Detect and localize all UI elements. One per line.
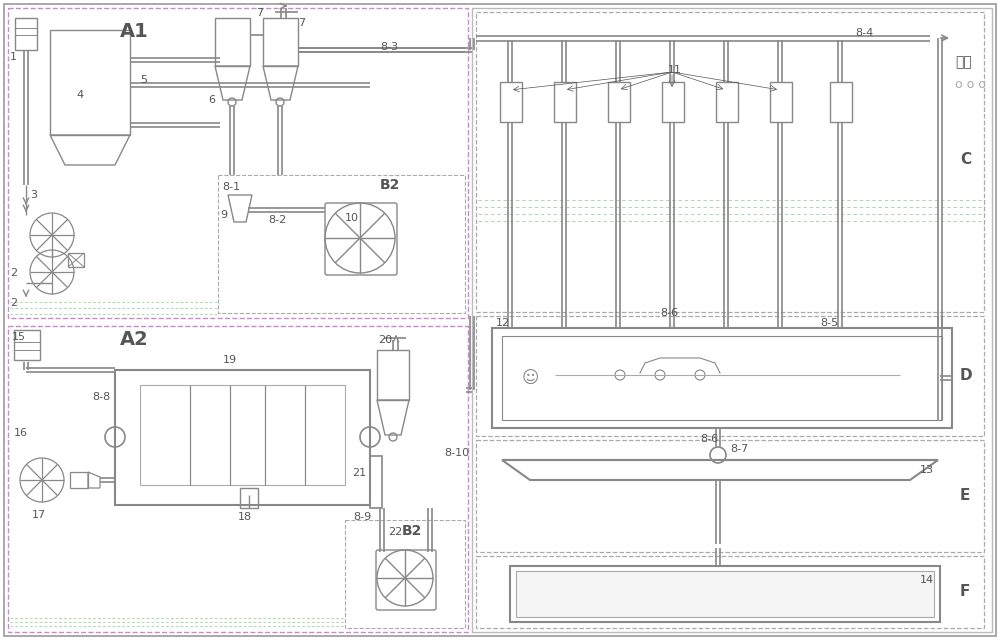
Text: 11: 11	[668, 65, 682, 75]
Text: 10: 10	[345, 213, 359, 223]
Text: 7: 7	[298, 18, 305, 28]
Text: E: E	[960, 488, 970, 504]
Text: 8-4: 8-4	[855, 28, 873, 38]
Text: A2: A2	[120, 330, 149, 349]
Text: 17: 17	[32, 510, 46, 520]
Text: 8-5: 8-5	[820, 318, 838, 328]
Text: 12: 12	[496, 318, 510, 328]
Text: 2: 2	[10, 268, 17, 278]
Text: 7: 7	[256, 8, 263, 18]
Text: 8-6: 8-6	[660, 308, 678, 318]
Text: 8-6: 8-6	[700, 434, 718, 444]
Text: B2: B2	[380, 178, 400, 192]
Text: D: D	[960, 369, 973, 383]
Text: 16: 16	[14, 428, 28, 438]
Text: 8-9: 8-9	[353, 512, 371, 522]
Text: B2: B2	[402, 524, 422, 538]
Text: ☺: ☺	[521, 369, 539, 387]
Text: 6: 6	[208, 95, 215, 105]
Polygon shape	[516, 571, 934, 617]
Text: o o o: o o o	[955, 78, 986, 91]
Text: 4: 4	[76, 90, 84, 100]
Text: 物料: 物料	[955, 55, 972, 69]
Text: 14: 14	[920, 575, 934, 585]
Text: 8-1: 8-1	[222, 182, 240, 192]
Text: 8-3: 8-3	[380, 42, 398, 52]
Text: 2: 2	[10, 298, 17, 308]
Text: 8-7: 8-7	[730, 444, 748, 454]
Text: C: C	[960, 152, 971, 168]
Text: 15: 15	[12, 332, 26, 342]
Text: 21: 21	[352, 468, 366, 478]
Text: 8-2: 8-2	[268, 215, 286, 225]
Text: 1: 1	[10, 52, 17, 62]
Text: 18: 18	[238, 512, 252, 522]
Text: 22: 22	[388, 527, 402, 537]
Text: 5: 5	[140, 75, 147, 85]
Text: 8-10: 8-10	[444, 448, 469, 458]
Text: 20: 20	[378, 335, 392, 345]
Text: A1: A1	[120, 22, 149, 41]
Text: 8-8: 8-8	[92, 392, 110, 402]
Text: 9: 9	[220, 210, 227, 220]
Text: 19: 19	[223, 355, 237, 365]
Text: F: F	[960, 584, 970, 600]
Text: 3: 3	[30, 190, 37, 200]
Text: 13: 13	[920, 465, 934, 475]
